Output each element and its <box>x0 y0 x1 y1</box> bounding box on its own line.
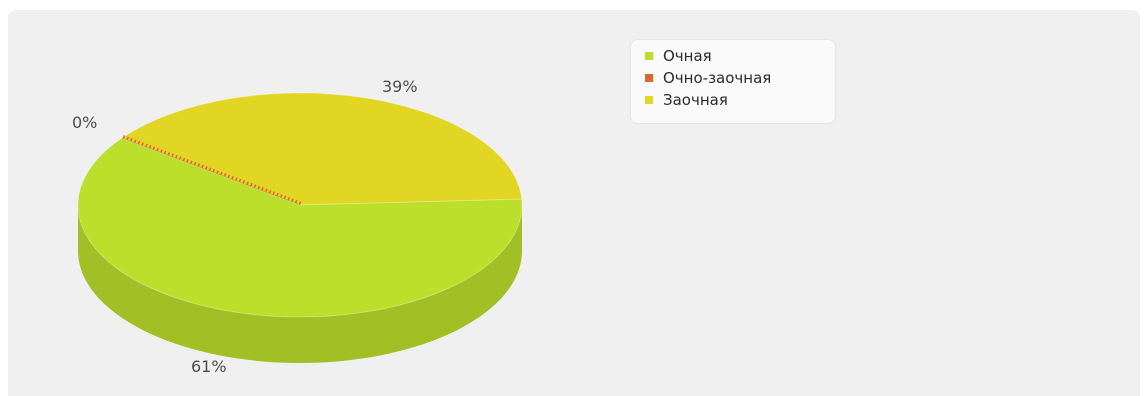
slice-ochnaya <box>77 137 523 318</box>
legend-swatch-ochno-zaochnaya <box>645 74 653 82</box>
legend-label-ochno-zaochnaya: Очно-заочная <box>663 69 772 87</box>
slice-label-ochnaya: 61% <box>191 357 227 376</box>
pie-chart: 39% 0% 61% <box>72 77 523 376</box>
legend-label-zaochnaya: Заочная <box>663 91 728 109</box>
slice-label-ochno-zaochnaya: 0% <box>72 113 97 132</box>
slice-label-zaochnaya: 39% <box>382 77 418 96</box>
legend-swatch-zaochnaya <box>645 96 653 104</box>
legend-item-ochnaya[interactable]: Очная <box>645 46 712 66</box>
legend-item-ochno-zaochnaya[interactable]: Очно-заочная <box>645 68 771 88</box>
legend-label-ochnaya: Очная <box>663 47 712 65</box>
chart-legend: Очная Очно-заочная Заочная <box>631 40 835 123</box>
slice-zaochnaya <box>120 92 523 206</box>
slice-side-ochnaya <box>78 205 522 363</box>
legend-swatch-ochnaya <box>645 52 653 60</box>
chart-panel: 39% 0% 61% Очная Очно-заочная Заочная <box>8 10 1140 396</box>
legend-item-zaochnaya[interactable]: Заочная <box>645 90 728 110</box>
